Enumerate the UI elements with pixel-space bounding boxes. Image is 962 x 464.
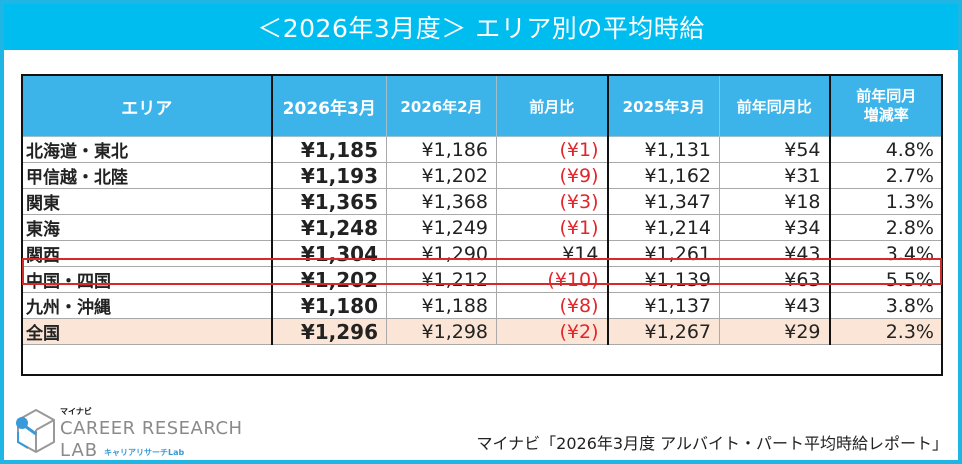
table-row: 関東 ¥1,365 ¥1,368 (¥3) ¥1,347 ¥18 1.3% bbox=[22, 188, 943, 215]
cell-mom: (¥1) bbox=[496, 214, 609, 241]
cell-mar2026: ¥1,180 bbox=[271, 292, 387, 319]
cell-mar2025: ¥1,131 bbox=[607, 136, 720, 163]
cube-logo-icon bbox=[16, 408, 55, 454]
cell-yoy-rate: 3.8% bbox=[829, 292, 943, 319]
cell-mar2025: ¥1,267 bbox=[607, 318, 720, 345]
cell-yoy-rate: 2.7% bbox=[829, 162, 943, 189]
cell-yoy-rate: 1.3% bbox=[829, 188, 943, 215]
cell-mom: (¥8) bbox=[496, 292, 609, 319]
cell-yoy: ¥54 bbox=[719, 136, 831, 163]
cell-yoy: ¥63 bbox=[719, 266, 831, 293]
cell-mar2026: ¥1,248 bbox=[271, 214, 387, 241]
table-header-row: エリア 2026年3月 2026年2月 前月比 2025年3月 前年同月比 前年… bbox=[22, 75, 943, 137]
logo-kana: キャリアリサーチLab bbox=[104, 448, 185, 457]
cell-mar2026: ¥1,365 bbox=[271, 188, 387, 215]
career-research-lab-logo bbox=[14, 400, 214, 460]
cell-area: 甲信越・北陸 bbox=[22, 162, 273, 189]
logo-brand-small: マイナビ bbox=[60, 407, 92, 416]
source-citation: マイナビ「2026年3月度 アルバイト・パート平均時給レポート」 bbox=[476, 434, 948, 453]
cell-mar2025: ¥1,162 bbox=[607, 162, 720, 189]
cell-area: 東海 bbox=[22, 214, 273, 241]
cell-area: 全国 bbox=[22, 318, 273, 345]
cell-area: 関東 bbox=[22, 188, 273, 215]
table-row: 九州・沖縄 ¥1,180 ¥1,188 (¥8) ¥1,137 ¥43 3.8% bbox=[22, 292, 943, 319]
cell-mom: (¥2) bbox=[496, 318, 609, 345]
cell-yoy-rate: 2.8% bbox=[829, 214, 943, 241]
cell-yoy: ¥31 bbox=[719, 162, 831, 189]
cell-yoy: ¥34 bbox=[719, 214, 831, 241]
cell-yoy: ¥43 bbox=[719, 240, 831, 267]
cell-mar2025: ¥1,137 bbox=[607, 292, 720, 319]
col-header-mar2025: 2025年3月 bbox=[607, 75, 720, 137]
col-header-area: エリア bbox=[22, 75, 273, 137]
col-header-mar2026: 2026年3月 bbox=[271, 75, 387, 137]
cell-yoy-rate: 3.4% bbox=[829, 240, 943, 267]
cell-area: 中国・四国 bbox=[22, 266, 273, 293]
cell-feb2026: ¥1,188 bbox=[386, 292, 497, 319]
col-header-yoy-rate-line2: 増減率 bbox=[863, 106, 909, 124]
cell-feb2026: ¥1,186 bbox=[386, 136, 497, 163]
cell-yoy-rate: 5.5% bbox=[829, 266, 943, 293]
wage-table: エリア 2026年3月 2026年2月 前月比 2025年3月 前年同月比 前年… bbox=[22, 75, 943, 345]
table-row: 中国・四国 ¥1,202 ¥1,212 (¥10) ¥1,139 ¥63 5.5… bbox=[22, 266, 943, 293]
cell-mom: ¥14 bbox=[496, 240, 609, 267]
col-header-yoy-rate-line1: 前年同月 bbox=[856, 87, 917, 105]
cell-yoy: ¥43 bbox=[719, 292, 831, 319]
cell-area: 北海道・東北 bbox=[22, 136, 273, 163]
cell-mar2026: ¥1,304 bbox=[271, 240, 387, 267]
title-banner: ＜2026年3月度＞ エリア別の平均時給 bbox=[4, 4, 958, 50]
cell-yoy: ¥18 bbox=[719, 188, 831, 215]
cell-mar2026: ¥1,202 bbox=[271, 266, 387, 293]
page-title: ＜2026年3月度＞ エリア別の平均時給 bbox=[257, 14, 705, 43]
cell-area: 関西 bbox=[22, 240, 273, 267]
table-row: 北海道・東北 ¥1,185 ¥1,186 (¥1) ¥1,131 ¥54 4.8… bbox=[22, 136, 943, 163]
cell-yoy: ¥29 bbox=[719, 318, 831, 345]
table-row-highlighted: 関西 ¥1,304 ¥1,290 ¥14 ¥1,261 ¥43 3.4% bbox=[22, 240, 943, 267]
col-header-feb2026: 2026年2月 bbox=[386, 75, 497, 137]
col-header-yoy: 前年同月比 bbox=[719, 75, 831, 137]
logo-line2: LAB bbox=[60, 440, 99, 461]
col-header-mom: 前月比 bbox=[496, 75, 609, 137]
cell-mom: (¥1) bbox=[496, 136, 609, 163]
col-header-yoy-rate: 前年同月 増減率 bbox=[829, 75, 943, 137]
cell-area: 九州・沖縄 bbox=[22, 292, 273, 319]
table-row: 東海 ¥1,248 ¥1,249 (¥1) ¥1,214 ¥34 2.8% bbox=[22, 214, 943, 241]
cell-mar2026: ¥1,296 bbox=[271, 318, 387, 345]
table-row: 甲信越・北陸 ¥1,193 ¥1,202 (¥9) ¥1,162 ¥31 2.7… bbox=[22, 162, 943, 189]
cell-mar2026: ¥1,185 bbox=[271, 136, 387, 163]
logo-line1: CAREER RESEARCH bbox=[60, 418, 243, 439]
cell-yoy-rate: 4.8% bbox=[829, 136, 943, 163]
cell-mar2025: ¥1,347 bbox=[607, 188, 720, 215]
cell-mom: (¥9) bbox=[496, 162, 609, 189]
cell-mar2025: ¥1,261 bbox=[607, 240, 720, 267]
cell-mar2025: ¥1,139 bbox=[607, 266, 720, 293]
cell-mom: (¥3) bbox=[496, 188, 609, 215]
cell-feb2026: ¥1,368 bbox=[386, 188, 497, 215]
cell-feb2026: ¥1,249 bbox=[386, 214, 497, 241]
cell-feb2026: ¥1,202 bbox=[386, 162, 497, 189]
cell-mar2026: ¥1,193 bbox=[271, 162, 387, 189]
cell-feb2026: ¥1,212 bbox=[386, 266, 497, 293]
cell-mar2025: ¥1,214 bbox=[607, 214, 720, 241]
cell-feb2026: ¥1,290 bbox=[386, 240, 497, 267]
cell-mom: (¥10) bbox=[496, 266, 609, 293]
cell-yoy-rate: 2.3% bbox=[829, 318, 943, 345]
table-row-total: 全国 ¥1,296 ¥1,298 (¥2) ¥1,267 ¥29 2.3% bbox=[22, 318, 943, 345]
cell-feb2026: ¥1,298 bbox=[386, 318, 497, 345]
